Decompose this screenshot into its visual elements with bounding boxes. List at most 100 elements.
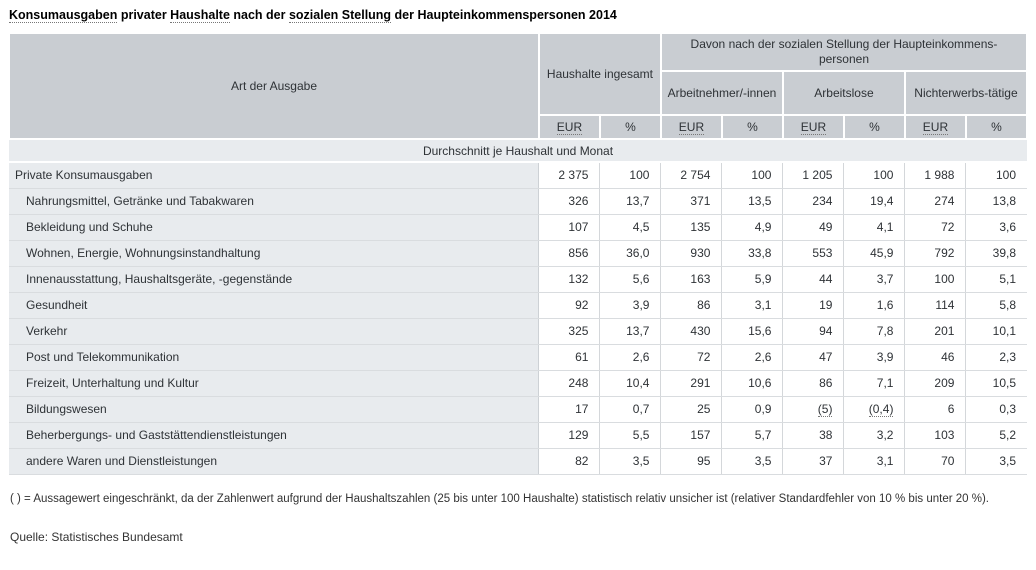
cell-value: 46 <box>941 350 955 364</box>
cell-value: 13,8 <box>992 194 1016 208</box>
cell-value: 61 <box>575 350 589 364</box>
cell-value: 100 <box>934 272 955 286</box>
table-cell: 13,7 <box>599 188 661 215</box>
row-label: Gesundheit <box>9 292 540 319</box>
cell-value: 326 <box>568 194 589 208</box>
cell-value: 132 <box>568 272 589 286</box>
cell-value: 70 <box>941 454 955 468</box>
cell-value: 930 <box>690 246 711 260</box>
cell-value: 371 <box>690 194 711 208</box>
table-cell: (5) <box>782 396 844 423</box>
cell-value: 13,5 <box>748 194 772 208</box>
row-label: Beherbergungs- und Gaststättendienstleis… <box>9 422 540 449</box>
table-cell: 13,5 <box>721 188 783 215</box>
cell-value: 6 <box>947 402 955 416</box>
table-cell: 44 <box>782 266 844 293</box>
table-cell: 1,6 <box>843 292 905 319</box>
table-cell: 2,3 <box>965 344 1027 371</box>
row-label: Freizeit, Unterhaltung und Kultur <box>9 370 540 397</box>
table-cell: 3,2 <box>843 422 905 449</box>
cell-value: 86 <box>819 376 833 390</box>
table-cell: 13,8 <box>965 188 1027 215</box>
page-title: Konsumausgaben privater Haushalte nach d… <box>9 8 1028 23</box>
cell-value: 3,6 <box>999 220 1016 234</box>
table-cell: 2,6 <box>599 344 661 371</box>
cell-value: 248 <box>568 376 589 390</box>
cell-value: 129 <box>568 428 589 442</box>
cell-value: 325 <box>568 324 589 338</box>
cell-value: 3,5 <box>754 454 772 468</box>
table-cell: 5,8 <box>965 292 1027 319</box>
col-header-pct-arbeitslose: % <box>842 114 906 140</box>
table-cell: 107 <box>538 214 600 241</box>
cell-value: 94 <box>819 324 833 338</box>
table-cell: 3,5 <box>599 448 661 475</box>
row-label: Bekleidung und Schuhe <box>9 214 540 241</box>
cell-value: 5,6 <box>632 272 650 286</box>
cell-value: 39,8 <box>992 246 1016 260</box>
glossary-link-soziale-stellung[interactable]: sozialen Stellung <box>288 8 392 23</box>
footnote: ( ) = Aussagewert eingeschränkt, da der … <box>10 492 989 505</box>
cell-value: 3,9 <box>632 298 650 312</box>
col-header-eur-arbeitnehmer: EUR <box>659 114 723 140</box>
cell-value: 7,1 <box>876 376 894 390</box>
title-text: privater <box>117 8 171 22</box>
table-row: Bildungswesen 17 0,7 25 0,9 (5) (0,4) 6 … <box>9 396 1027 423</box>
table-cell: 5,2 <box>965 422 1027 449</box>
table-cell: 430 <box>660 318 722 345</box>
cell-value: 86 <box>697 298 711 312</box>
cell-value: 44 <box>819 272 833 286</box>
col-group-arbeitslose: Arbeitslose <box>781 70 906 116</box>
eur-glossary-link[interactable]: EUR <box>556 119 583 135</box>
cell-value: 37 <box>819 454 833 468</box>
eur-glossary-link[interactable]: EUR <box>922 119 949 135</box>
table-cell: 553 <box>782 240 844 267</box>
table-cell: 2 754 <box>660 162 722 189</box>
cell-value: 5,9 <box>754 272 772 286</box>
col-header-eur-arbeitslose: EUR <box>781 114 845 140</box>
table-cell: 135 <box>660 214 722 241</box>
cell-value: 17 <box>575 402 589 416</box>
table-cell: 46 <box>904 344 966 371</box>
cell-value: 3,1 <box>876 454 894 468</box>
table-cell: 856 <box>538 240 600 267</box>
eur-glossary-link[interactable]: EUR <box>800 119 827 135</box>
table-cell: 100 <box>965 162 1027 189</box>
cell-value: 7,8 <box>876 324 894 338</box>
eur-glossary-link[interactable]: EUR <box>678 119 705 135</box>
cell-value: 792 <box>934 246 955 260</box>
glossary-link-konsumausgaben[interactable]: Konsumausgaben <box>9 8 118 23</box>
cell-value: 2,6 <box>754 350 772 364</box>
table-cell: 2 375 <box>538 162 600 189</box>
cell-value: 100 <box>873 168 894 183</box>
table-cell: 10,4 <box>599 370 661 397</box>
table-cell: 36,0 <box>599 240 661 267</box>
row-label: Wohnen, Energie, Wohnungsinstandhaltung <box>9 240 540 267</box>
table-cell: 163 <box>660 266 722 293</box>
table-cell: 3,1 <box>721 292 783 319</box>
cell-value: 291 <box>690 376 711 390</box>
table-cell: 3,1 <box>843 448 905 475</box>
cell-value: 33,8 <box>748 246 772 260</box>
footnote-ref[interactable]: (5) <box>817 402 833 417</box>
table-cell: 17 <box>538 396 600 423</box>
title-text: nach der <box>229 8 289 22</box>
cell-value: 0,3 <box>999 402 1016 416</box>
table-cell: 129 <box>538 422 600 449</box>
cell-value: 49 <box>819 220 833 234</box>
table-cell: 72 <box>660 344 722 371</box>
table-cell: 930 <box>660 240 722 267</box>
footnote-ref[interactable]: (0,4) <box>868 402 894 417</box>
cell-value: 3,2 <box>876 428 894 442</box>
cell-value: 0,7 <box>632 402 650 416</box>
glossary-link-haushalte[interactable]: Haushalte <box>170 8 230 23</box>
cell-value: 1,6 <box>876 298 894 312</box>
table-cell: 0,3 <box>965 396 1027 423</box>
cell-value: 25 <box>697 402 711 416</box>
table-cell: 5,9 <box>721 266 783 293</box>
table-row: Bekleidung und Schuhe 107 4,5 135 4,9 49… <box>9 214 1027 241</box>
table-cell: 103 <box>904 422 966 449</box>
table-cell: 0,7 <box>599 396 661 423</box>
table-row: Innenausstattung, Haushaltsgeräte, -gege… <box>9 266 1027 293</box>
notes-area: ( ) = Aussagewert eingeschränkt, da der … <box>10 490 1026 544</box>
